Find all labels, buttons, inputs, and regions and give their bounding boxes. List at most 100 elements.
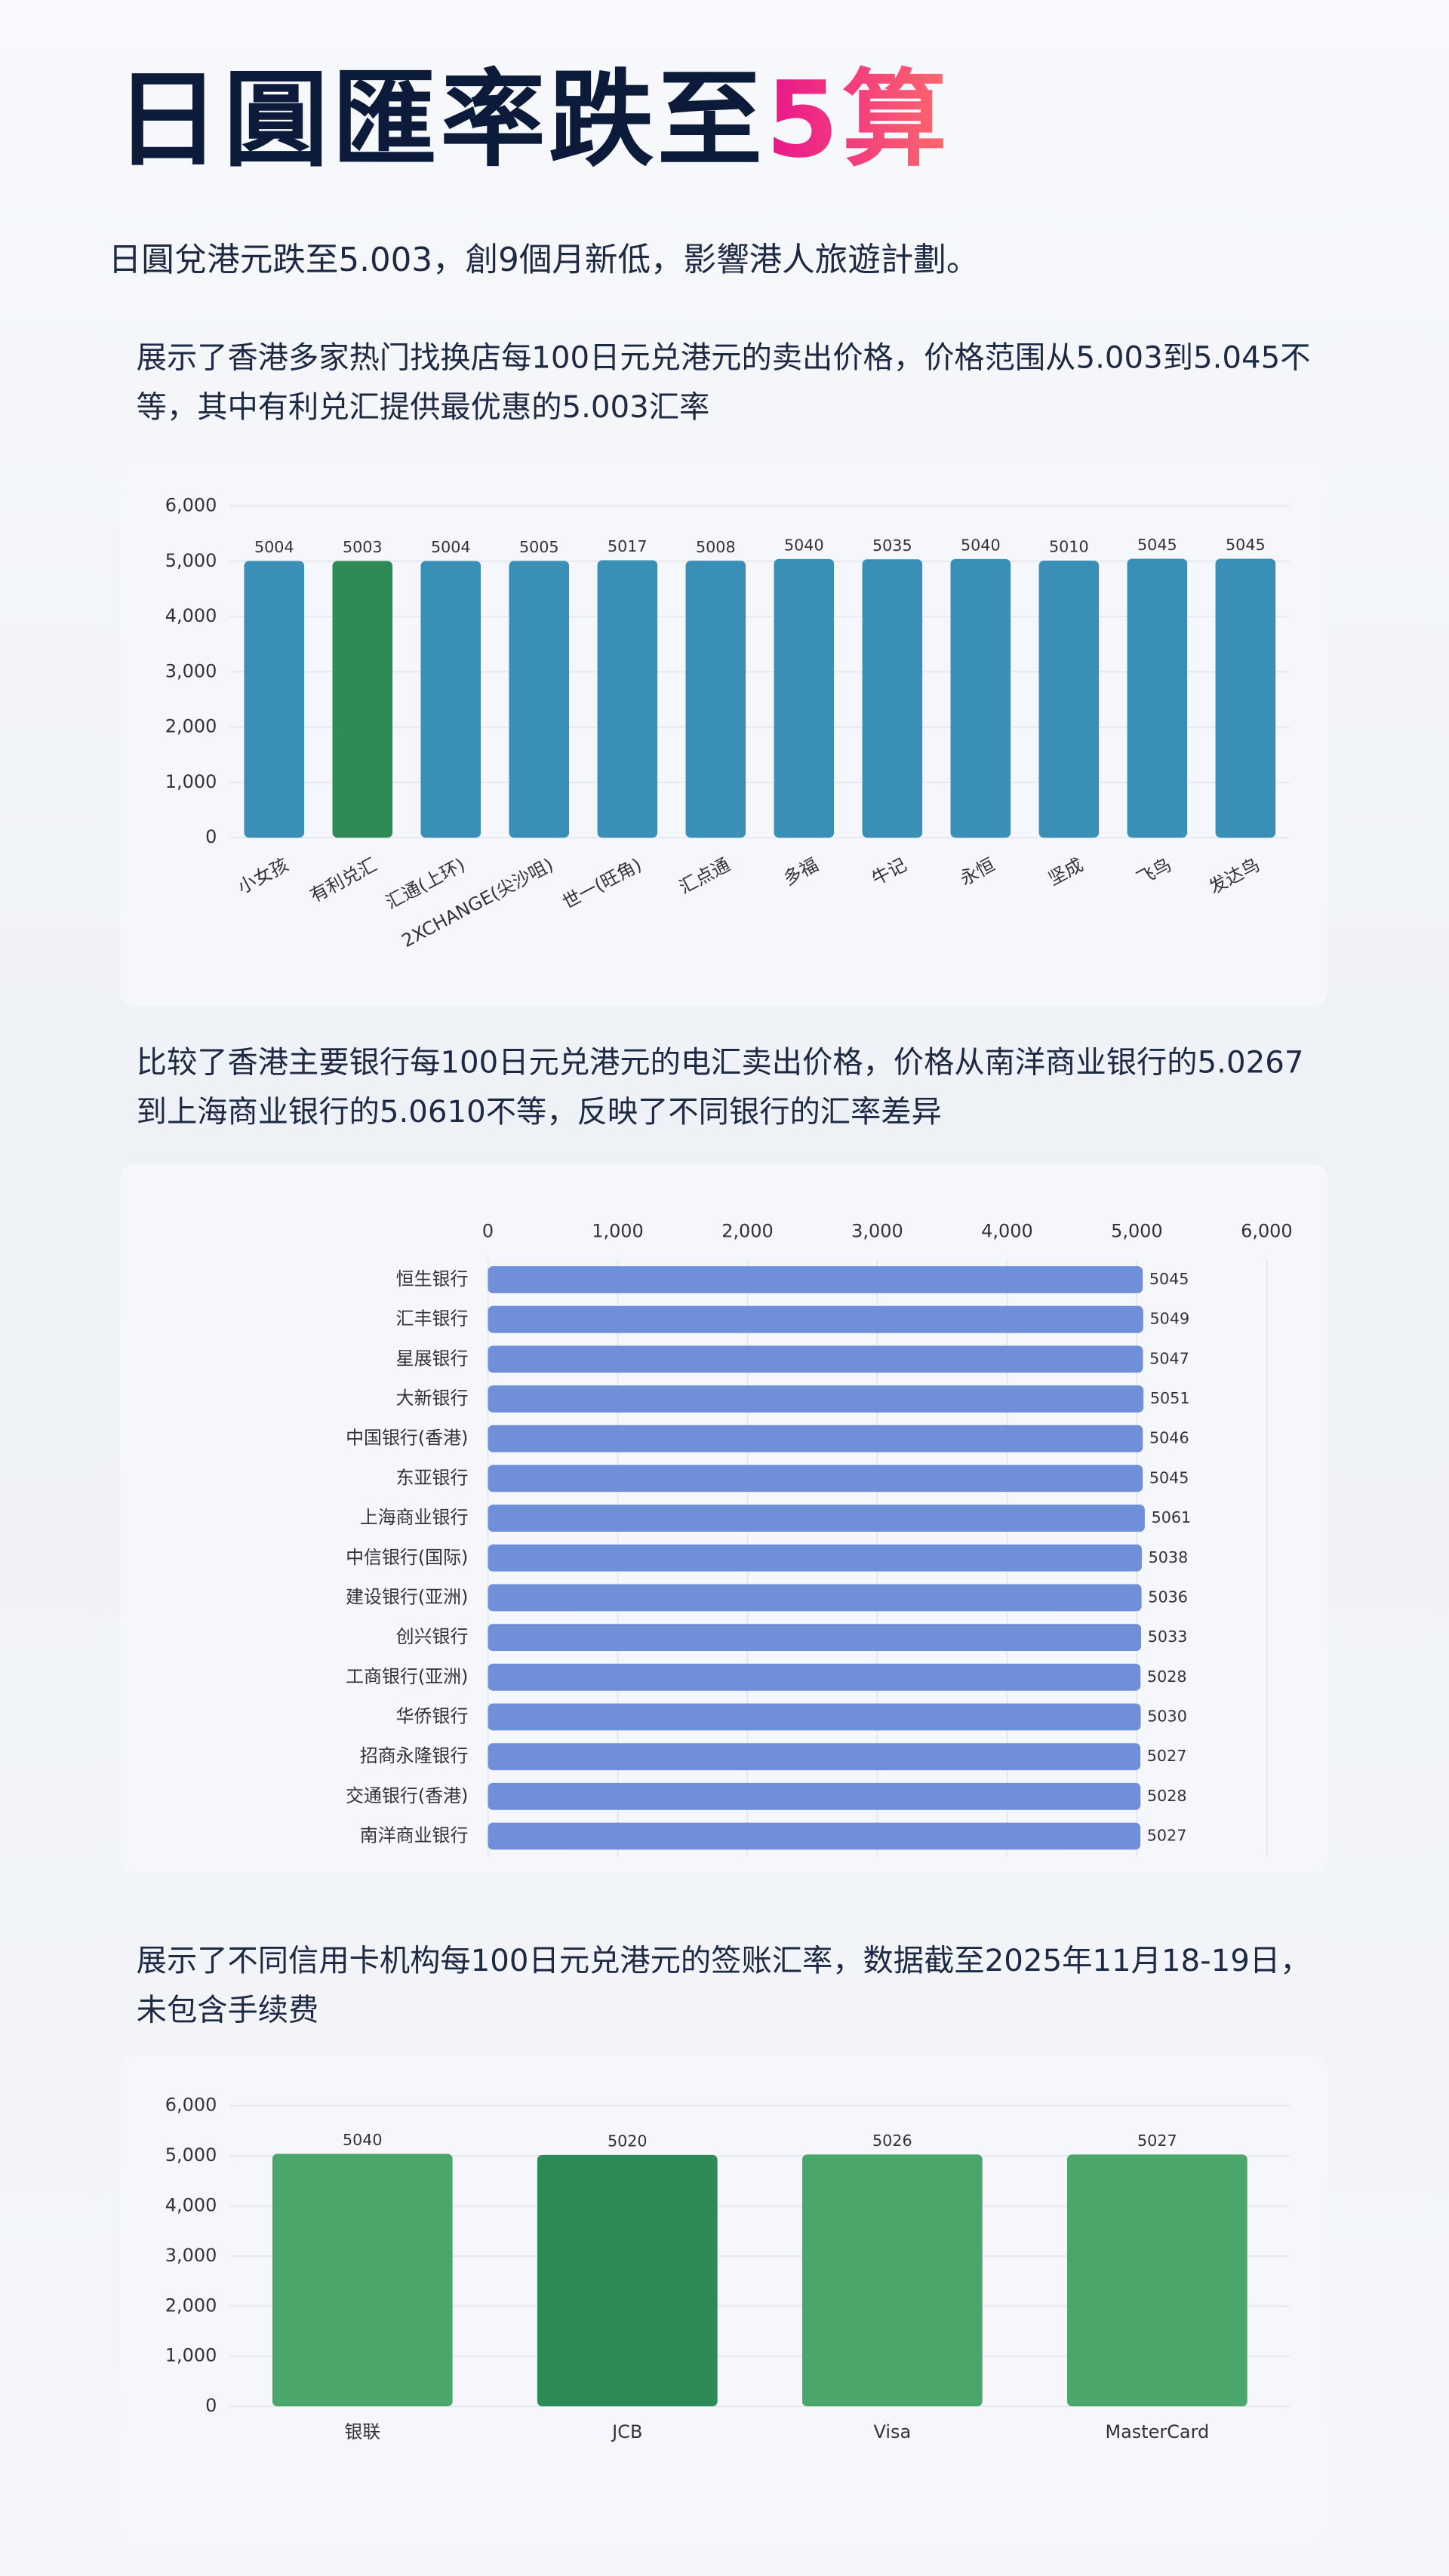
value-label: 5004 <box>431 538 471 556</box>
x-tick-label: MasterCard <box>1105 2421 1209 2442</box>
value-label: 5027 <box>1137 2132 1177 2150</box>
y-tick-label: 华侨银行 <box>396 1705 469 1726</box>
value-label: 5020 <box>608 2132 648 2150</box>
value-label: 5038 <box>1149 1548 1189 1566</box>
bar <box>488 1345 1143 1373</box>
value-label: 5040 <box>784 536 824 554</box>
bar <box>332 561 393 838</box>
chart-card: 0 1,000 2,000 3,000 4,000 5,000 6,000 5040 银联 502… <box>119 2056 1327 2543</box>
bar <box>488 1505 1145 1532</box>
y-tick-label: 1,000 <box>165 2345 217 2366</box>
bar <box>537 2154 718 2407</box>
value-label: 5033 <box>1148 1628 1188 1646</box>
x-tick-label: 银联 <box>344 2421 380 2442</box>
chart-card: 0 1,000 2,000 3,000 4,000 5,000 6,000 5045 恒生银行 5… <box>119 1164 1327 1873</box>
y-tick-label: 招商永隆银行 <box>360 1745 469 1766</box>
bar <box>597 560 658 838</box>
bar <box>509 561 570 838</box>
value-label: 5003 <box>343 538 383 556</box>
bar <box>488 1782 1141 1810</box>
value-label: 5061 <box>1152 1508 1192 1526</box>
description: 展示了不同信用卡机构每100日元兑港元的签账汇率，数据截至2025年11月18-… <box>136 1944 1311 2029</box>
y-tick-label: 星展银行 <box>396 1348 469 1369</box>
x-tick-label: 2XCHANGE(尖沙咀) <box>398 854 557 951</box>
value-label: 5051 <box>1150 1389 1190 1407</box>
y-tick-label: 南洋商业银行 <box>360 1825 469 1846</box>
bar <box>272 2153 453 2407</box>
bar <box>1038 561 1100 838</box>
y-tick-label: 创兴银行 <box>396 1626 469 1647</box>
bar <box>488 1425 1143 1452</box>
y-tick-label: 东亚银行 <box>396 1467 469 1488</box>
chart: 0 1,000 2,000 3,000 4,000 5,000 6,000 5004 小女孩 50… <box>165 494 1290 951</box>
chart: 0 1,000 2,000 3,000 4,000 5,000 6,000 5045 恒生银行 5… <box>346 1221 1293 1856</box>
value-label: 5028 <box>1147 1787 1187 1805</box>
y-tick-label: 工商银行(亚洲) <box>346 1666 468 1687</box>
value-label: 5030 <box>1147 1707 1187 1725</box>
y-tick-label: 交通银行(香港) <box>346 1785 468 1806</box>
y-tick-label: 建设银行(亚洲) <box>346 1586 468 1607</box>
value-label: 5008 <box>696 538 736 556</box>
value-label: 5027 <box>1147 1747 1187 1765</box>
bar <box>488 1385 1144 1412</box>
bar <box>488 1266 1143 1293</box>
bar <box>420 561 481 838</box>
x-tick-label: 0 <box>482 1221 494 1242</box>
y-tick-label: 5,000 <box>165 550 217 571</box>
y-tick-label: 2,000 <box>165 2295 217 2316</box>
x-tick-label: 1,000 <box>592 1221 644 1242</box>
bar <box>488 1703 1141 1731</box>
value-label: 5026 <box>872 2132 912 2150</box>
title-highlight: 5算 <box>765 60 951 183</box>
bar <box>862 559 923 838</box>
title-main: 日圓匯率跌至 <box>115 60 766 183</box>
bar <box>488 1743 1141 1771</box>
value-label: 5047 <box>1149 1349 1189 1367</box>
x-tick-label: 坚成 <box>1044 854 1086 890</box>
bar <box>1066 2154 1247 2407</box>
x-tick-label: 2,000 <box>721 1221 774 1242</box>
x-tick-label: 世一(旺角) <box>559 854 645 913</box>
x-tick-label: 多福 <box>780 854 821 890</box>
y-tick-label: 汇丰银行 <box>396 1308 469 1329</box>
x-tick-label: Visa <box>873 2421 911 2442</box>
x-tick-label: 永恒 <box>956 854 998 890</box>
value-label: 5005 <box>519 538 559 556</box>
y-tick-label: 上海商业银行 <box>360 1507 469 1528</box>
bar <box>488 1465 1143 1492</box>
y-tick-label: 恒生银行 <box>396 1268 469 1290</box>
x-tick-label: JCB <box>611 2421 642 2442</box>
y-tick-label: 大新银行 <box>396 1388 469 1409</box>
y-tick-label: 中信银行(国际) <box>346 1547 468 1568</box>
value-label: 5017 <box>608 537 648 555</box>
bar <box>1215 558 1276 838</box>
value-label: 5045 <box>1226 536 1266 554</box>
x-tick-label: 3,000 <box>851 1221 903 1242</box>
x-tick-label: 牛记 <box>868 854 909 890</box>
bar <box>488 1544 1142 1572</box>
value-label: 5049 <box>1150 1310 1190 1328</box>
y-tick-label: 3,000 <box>165 660 217 681</box>
bar <box>488 1822 1141 1850</box>
y-tick-label: 4,000 <box>165 605 217 626</box>
x-tick-label: 飞鸟 <box>1133 854 1174 890</box>
y-tick-label: 6,000 <box>165 2095 217 2116</box>
value-label: 5045 <box>1149 1468 1189 1486</box>
bar <box>488 1584 1142 1612</box>
bar <box>488 1305 1143 1333</box>
y-tick-label: 6,000 <box>165 494 217 515</box>
value-label: 5010 <box>1049 538 1089 556</box>
y-tick-label: 0 <box>205 826 217 847</box>
value-label: 5035 <box>872 536 912 555</box>
bar <box>244 561 305 838</box>
bar <box>774 558 835 838</box>
x-tick-label: 6,000 <box>1241 1221 1293 1242</box>
y-tick-label: 1,000 <box>165 771 217 792</box>
y-tick-label: 5,000 <box>165 2144 217 2166</box>
value-label: 5040 <box>343 2131 383 2149</box>
value-label: 5027 <box>1147 1827 1187 1845</box>
y-tick-label: 0 <box>205 2395 217 2416</box>
chart: 0 1,000 2,000 3,000 4,000 5,000 6,000 5040 银联 502… <box>165 2095 1290 2442</box>
